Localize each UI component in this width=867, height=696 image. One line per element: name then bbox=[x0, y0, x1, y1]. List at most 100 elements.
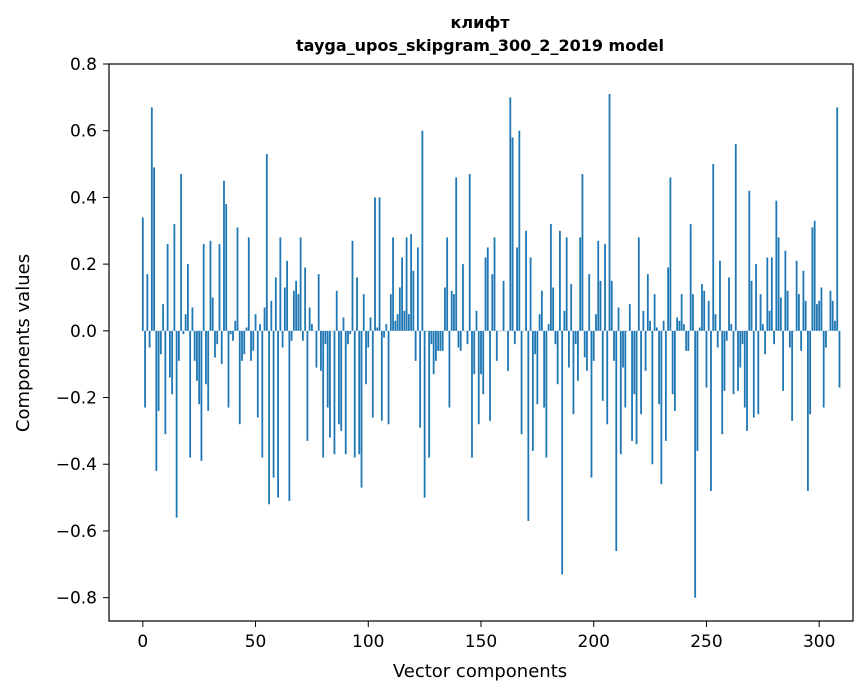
bar bbox=[477, 330, 480, 425]
bar bbox=[254, 314, 257, 331]
bar bbox=[820, 287, 823, 331]
bar bbox=[782, 330, 785, 391]
bar bbox=[141, 217, 144, 331]
bar bbox=[423, 330, 426, 498]
bar bbox=[617, 307, 620, 331]
bar bbox=[387, 330, 390, 425]
bar bbox=[597, 240, 600, 331]
bar bbox=[791, 330, 794, 421]
bar bbox=[270, 300, 273, 331]
bar bbox=[187, 264, 189, 331]
bar bbox=[570, 284, 573, 331]
bar bbox=[719, 260, 721, 331]
bar bbox=[279, 237, 282, 331]
bar bbox=[750, 280, 753, 331]
bar bbox=[272, 330, 275, 478]
bar bbox=[836, 107, 839, 331]
bar bbox=[292, 290, 295, 331]
bar bbox=[689, 224, 692, 331]
bar bbox=[588, 274, 591, 331]
y-tick-label: −0.2 bbox=[56, 389, 97, 409]
bar bbox=[549, 224, 552, 331]
y-tick-label: −0.4 bbox=[56, 455, 97, 475]
bar bbox=[493, 237, 496, 331]
bar bbox=[150, 107, 153, 331]
bar bbox=[764, 330, 766, 355]
bar bbox=[538, 314, 541, 331]
bar bbox=[205, 330, 207, 385]
bar bbox=[525, 230, 527, 331]
bar bbox=[807, 330, 809, 491]
bar bbox=[761, 324, 764, 331]
bar bbox=[306, 330, 309, 441]
bar bbox=[173, 224, 176, 331]
bar bbox=[667, 267, 670, 331]
bar bbox=[441, 330, 444, 351]
bar bbox=[369, 317, 372, 331]
bar bbox=[757, 330, 760, 415]
bar bbox=[340, 330, 343, 431]
bar bbox=[486, 247, 489, 331]
bar bbox=[561, 330, 564, 575]
bar bbox=[471, 330, 473, 458]
bar bbox=[698, 327, 701, 331]
bar bbox=[797, 294, 800, 331]
bar bbox=[380, 330, 383, 421]
bar bbox=[838, 330, 841, 388]
bar bbox=[295, 280, 298, 331]
bar bbox=[220, 330, 223, 365]
bar bbox=[396, 314, 399, 331]
bar bbox=[196, 330, 198, 381]
bar bbox=[739, 330, 742, 368]
bar bbox=[518, 130, 521, 331]
y-tick-label: 0.2 bbox=[70, 255, 97, 275]
x-tick-label: 300 bbox=[803, 632, 835, 652]
bar bbox=[144, 330, 146, 408]
bar bbox=[256, 330, 259, 418]
bar bbox=[502, 280, 505, 331]
bar bbox=[714, 314, 717, 331]
bar bbox=[383, 330, 385, 338]
bar bbox=[489, 330, 491, 421]
bar bbox=[329, 330, 331, 438]
bar bbox=[531, 330, 534, 451]
bar bbox=[283, 287, 286, 331]
bar bbox=[628, 304, 631, 331]
bar bbox=[651, 330, 654, 465]
bar bbox=[579, 237, 582, 331]
bar bbox=[755, 264, 757, 331]
bar bbox=[412, 270, 415, 331]
bar bbox=[592, 330, 595, 361]
y-tick-label: −0.8 bbox=[56, 589, 97, 609]
bar bbox=[631, 330, 633, 441]
bar bbox=[527, 330, 530, 521]
bar bbox=[159, 330, 162, 355]
bar bbox=[658, 330, 661, 405]
bar bbox=[646, 274, 649, 331]
bar bbox=[378, 197, 381, 331]
bar bbox=[450, 290, 453, 331]
bar bbox=[831, 300, 834, 331]
bar bbox=[495, 330, 498, 361]
bar bbox=[394, 320, 397, 331]
bar bbox=[392, 237, 394, 331]
bar bbox=[241, 330, 243, 361]
bar bbox=[640, 330, 642, 415]
bar bbox=[457, 330, 460, 348]
bar bbox=[243, 330, 246, 355]
bar bbox=[435, 330, 437, 361]
bar bbox=[556, 330, 559, 385]
bar bbox=[247, 237, 250, 331]
bar bbox=[748, 190, 751, 331]
bar bbox=[177, 330, 180, 361]
bar bbox=[353, 330, 356, 458]
bar bbox=[511, 137, 514, 331]
bar bbox=[565, 237, 568, 331]
bar bbox=[175, 330, 178, 518]
bar bbox=[513, 330, 516, 345]
bar bbox=[462, 264, 464, 331]
bar bbox=[229, 330, 232, 335]
bar bbox=[349, 330, 352, 335]
bar bbox=[540, 290, 543, 331]
bar bbox=[725, 330, 728, 341]
